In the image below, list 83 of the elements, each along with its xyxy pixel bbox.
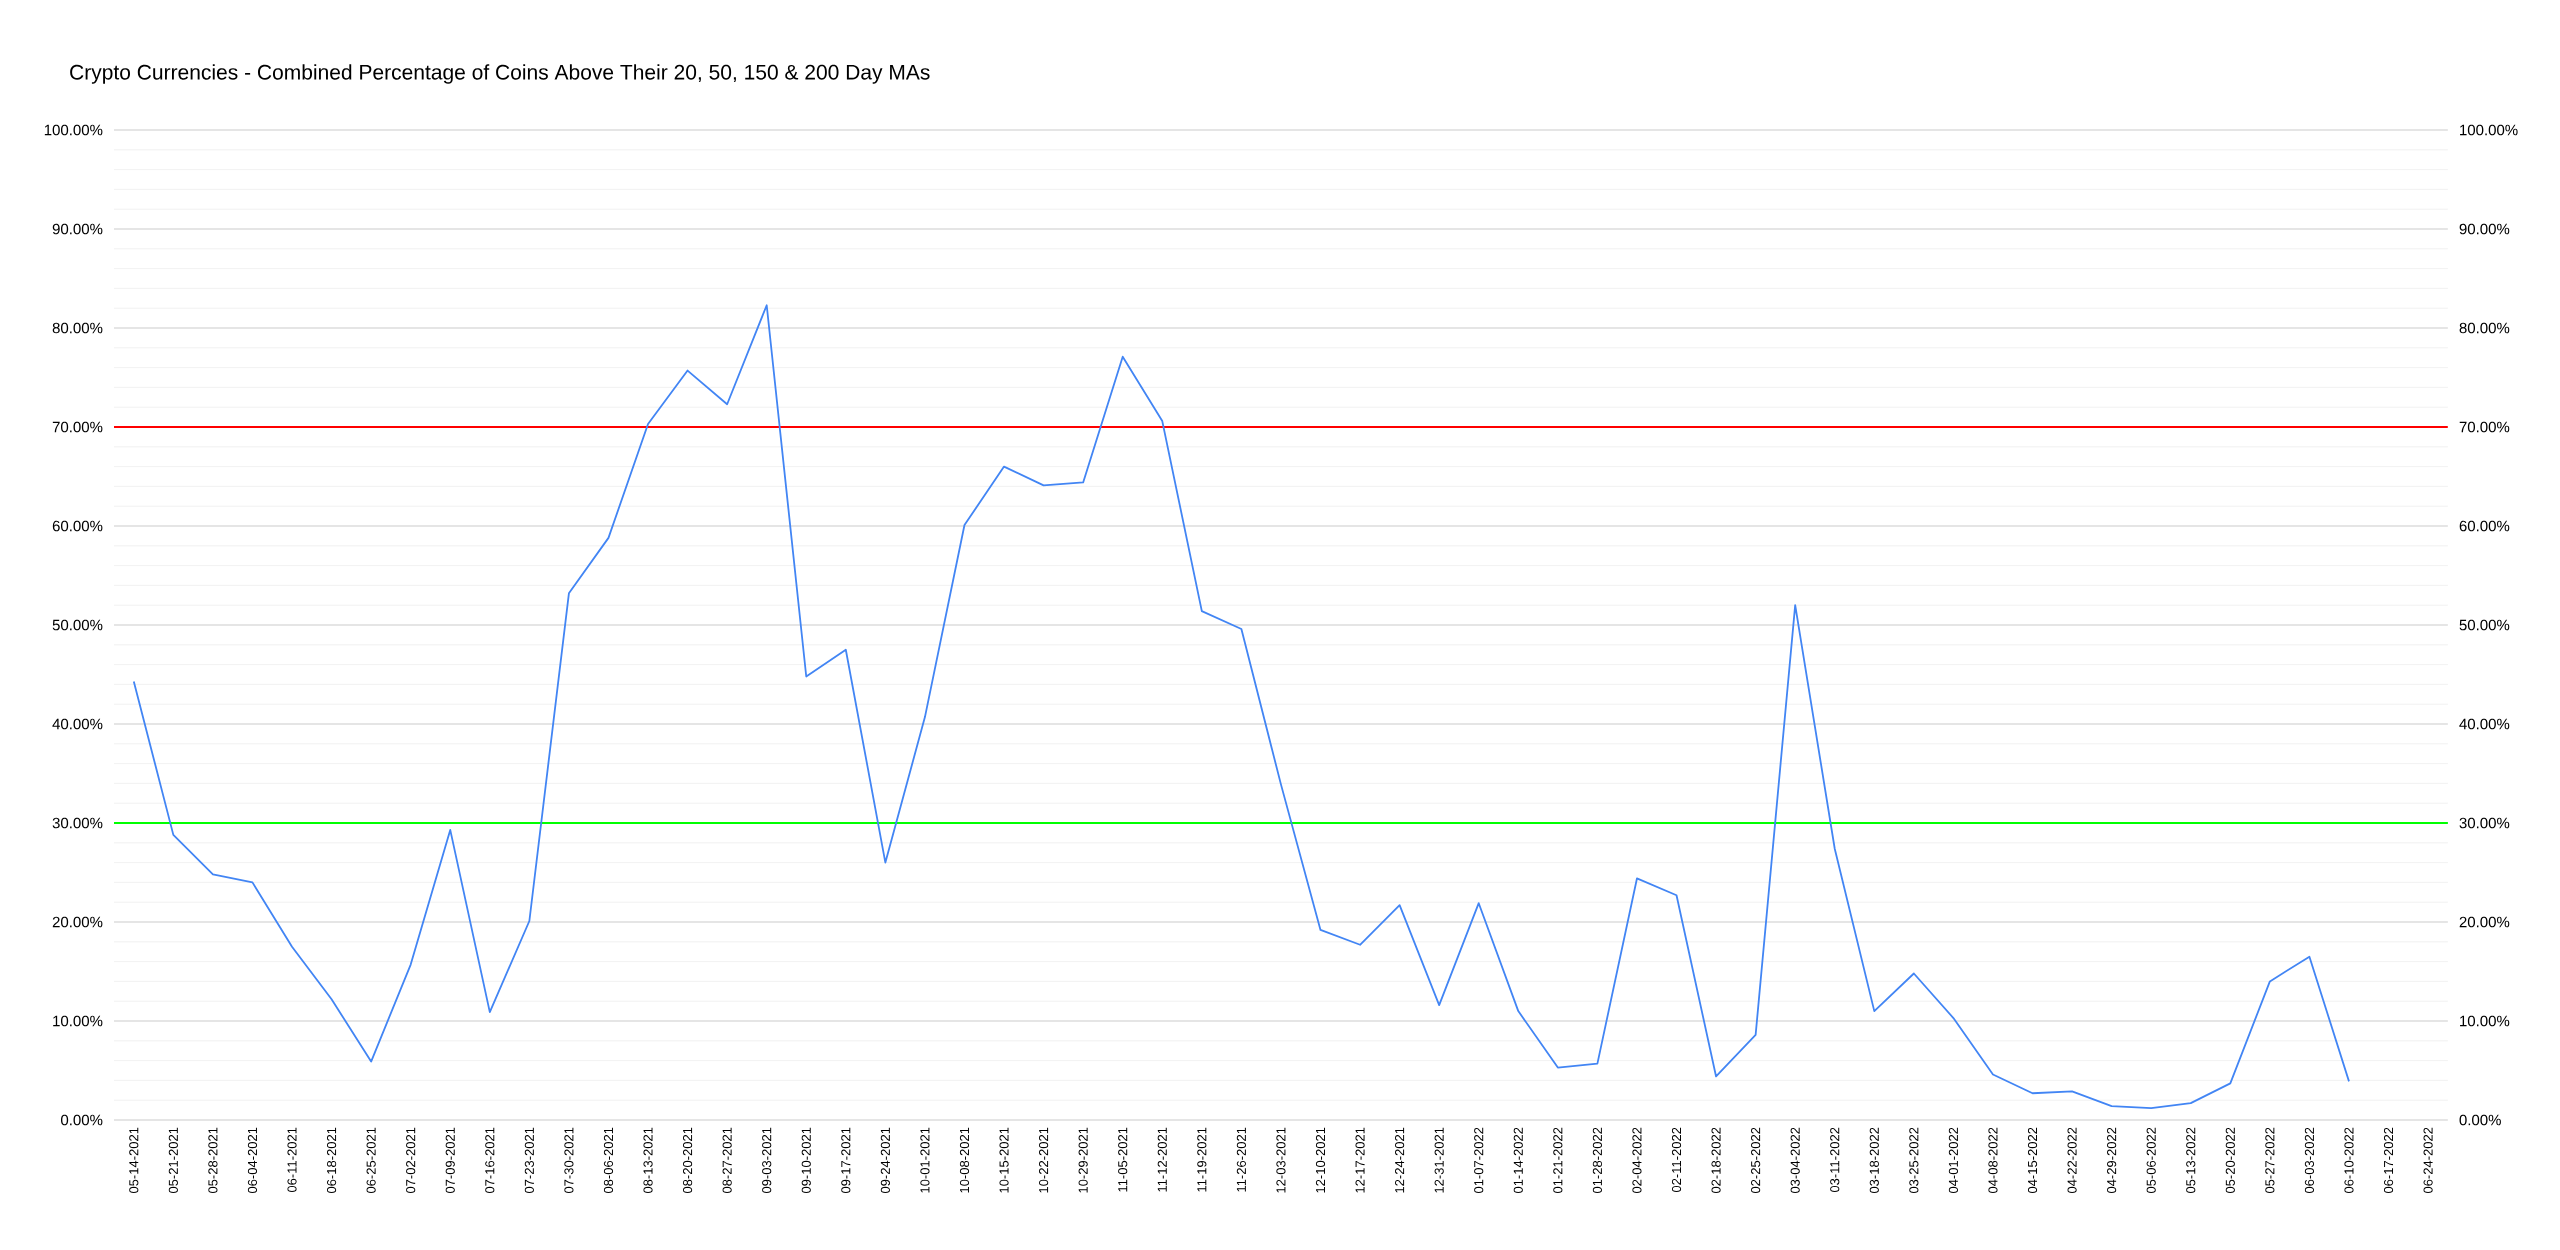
x-tick-label: 07-16-2021 <box>485 1127 495 1194</box>
x-tick-label: 08-20-2021 <box>683 1127 693 1194</box>
y-tick-label: 50.00% <box>52 619 103 631</box>
x-tick-label: 05-14-2021 <box>129 1127 139 1194</box>
line-series <box>132 304 2350 1110</box>
chart-title: Crypto Currencies - Combined Percentage of Coins Above Their 20, 50, 150 & 200 Day MAs <box>70 64 930 84</box>
x-tick-label: 08-27-2021 <box>722 1127 732 1194</box>
x-tick-label: 02-25-2022 <box>1751 1127 1761 1194</box>
y2-tick-label: 40.00% <box>2459 718 2510 730</box>
y-tick-label: 70.00% <box>52 421 103 433</box>
x-tick-label: 12-31-2021 <box>1434 1127 1444 1193</box>
y-tick-label: 90.00% <box>52 223 103 235</box>
x-tick-label: 03-04-2022 <box>1790 1127 1800 1194</box>
x-tick-label: 03-25-2022 <box>1909 1127 1919 1194</box>
x-tick-label: 06-25-2021 <box>366 1127 376 1194</box>
x-tick-label: 12-03-2021 <box>1276 1127 1286 1193</box>
x-tick-label: 01-14-2022 <box>1513 1127 1523 1194</box>
x-tick-label: 09-10-2021 <box>801 1127 811 1194</box>
x-tick-label: 10-29-2021 <box>1078 1127 1088 1193</box>
y-tick-label: 100.00% <box>44 124 103 136</box>
x-tick-label: 06-10-2022 <box>2344 1127 2354 1194</box>
x-tick-label: 06-03-2022 <box>2304 1127 2315 1194</box>
x-tick-label: 06-11-2021 <box>287 1127 297 1193</box>
x-tick-label: 07-30-2021 <box>564 1127 574 1194</box>
x-tick-label: 04-01-2022 <box>1948 1127 1959 1194</box>
x-tick-label: 05-28-2021 <box>208 1127 218 1194</box>
y2-tick-label: 0.00% <box>2459 1114 2501 1126</box>
x-tick-label: 02-18-2022 <box>1711 1127 1721 1194</box>
y2-tick-label: 100.00% <box>2460 124 2518 136</box>
y2-tick-label: 50.00% <box>2459 619 2510 631</box>
y-tick-label: 40.00% <box>52 718 103 730</box>
x-tick-label: 12-10-2021 <box>1315 1127 1326 1193</box>
x-tick-label: 02-11-2022 <box>1671 1127 1682 1193</box>
x-tick-label: 06-04-2021 <box>247 1127 258 1194</box>
x-tick-label: 10-15-2021 <box>999 1127 1009 1193</box>
x-tick-label: 07-02-2021 <box>406 1127 416 1194</box>
x-tick-label: 04-22-2022 <box>2067 1127 2077 1194</box>
y2-tick-label: 90.00% <box>2459 223 2510 235</box>
x-tick-label: 01-28-2022 <box>1592 1127 1602 1194</box>
y-tick-label: 30.00% <box>52 817 103 829</box>
x-tick-label: 06-24-2022 <box>2423 1127 2433 1194</box>
x-tick-label: 09-03-2021 <box>762 1127 772 1194</box>
y2-tick-label: 20.00% <box>2459 916 2510 928</box>
x-tick-label: 09-24-2021 <box>880 1127 890 1194</box>
y-tick-label: 10.00% <box>53 1015 103 1027</box>
x-tick-label: 02-04-2022 <box>1632 1127 1642 1194</box>
x-tick-label: 10-08-2021 <box>959 1127 970 1193</box>
x-tick-label: 07-09-2021 <box>445 1127 455 1194</box>
y2-tick-label: 10.00% <box>2460 1015 2510 1027</box>
y2-tick-label: 30.00% <box>2459 817 2510 829</box>
x-tick-label: 11-12-2021 <box>1157 1127 1167 1192</box>
x-tick-label: 07-23-2021 <box>524 1127 534 1194</box>
x-tick-label: 05-06-2022 <box>2146 1127 2156 1194</box>
x-tick-label: 04-08-2022 <box>1988 1127 1998 1194</box>
y-tick-label: 60.00% <box>52 520 103 532</box>
x-tick-label: 01-21-2022 <box>1553 1127 1563 1194</box>
y2-tick-label: 80.00% <box>2459 322 2510 334</box>
x-tick-label: 08-13-2021 <box>643 1127 653 1194</box>
x-tick-label: 04-15-2022 <box>2027 1127 2038 1194</box>
x-tick-label: 05-20-2022 <box>2225 1127 2235 1194</box>
y2-tick-label: 60.00% <box>2459 520 2510 532</box>
x-tick-label: 11-26-2021 <box>1236 1127 1246 1192</box>
x-tick-label: 04-29-2022 <box>2107 1127 2117 1194</box>
y-tick-label: 0.00% <box>61 1114 103 1126</box>
y-tick-label: 80.00% <box>52 322 103 334</box>
x-tick-label: 05-27-2022 <box>2265 1127 2275 1194</box>
y2-tick-label: 70.00% <box>2459 421 2510 433</box>
x-tick-label: 11-19-2021 <box>1197 1127 1207 1192</box>
x-tick-label: 03-11-2022 <box>1830 1127 1840 1193</box>
x-tick-label: 12-24-2021 <box>1395 1127 1405 1193</box>
x-tick-label: 09-17-2021 <box>841 1127 851 1194</box>
y-tick-label: 20.00% <box>52 916 103 928</box>
x-tick-label: 06-18-2021 <box>326 1127 337 1194</box>
x-tick-label: 05-13-2022 <box>2186 1127 2196 1194</box>
x-tick-label: 10-01-2021 <box>920 1127 930 1193</box>
x-tick-label: 05-21-2021 <box>168 1127 178 1194</box>
x-tick-label: 03-18-2022 <box>1869 1127 1879 1194</box>
x-tick-label: 08-06-2021 <box>603 1127 614 1194</box>
x-tick-label: 12-17-2021 <box>1355 1127 1365 1193</box>
x-tick-label: 06-17-2022 <box>2383 1127 2394 1194</box>
x-tick-label: 11-05-2021 <box>1118 1127 1128 1192</box>
x-tick-label: 10-22-2021 <box>1039 1127 1049 1193</box>
x-tick-label: 01-07-2022 <box>1474 1127 1484 1194</box>
